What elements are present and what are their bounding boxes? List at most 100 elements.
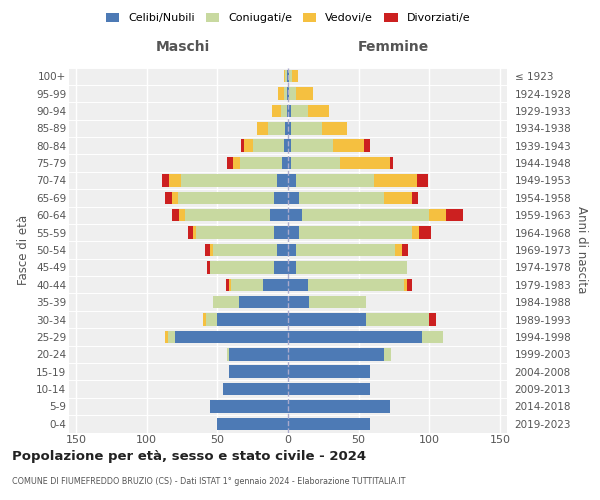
Bar — [296, 88, 313, 100]
Bar — [288, 261, 296, 274]
Text: COMUNE DI FIUMEFREDDO BRUZIO (CS) - Dati ISTAT 1° gennaio 2024 - Elaborazione TU: COMUNE DI FIUMEFREDDO BRUZIO (CS) - Dati… — [12, 478, 406, 486]
Bar — [185, 209, 269, 222]
Bar — [308, 278, 404, 291]
Bar — [281, 104, 287, 117]
Bar — [292, 70, 298, 82]
Bar — [404, 278, 407, 291]
Bar — [165, 192, 172, 204]
Bar — [240, 157, 283, 170]
Bar — [203, 314, 206, 326]
Bar — [210, 261, 274, 274]
Bar — [285, 122, 288, 134]
Bar — [227, 157, 233, 170]
Bar — [288, 226, 299, 239]
Bar — [217, 418, 288, 430]
Bar — [364, 140, 370, 152]
Bar — [299, 226, 412, 239]
Bar — [274, 226, 288, 239]
Bar — [283, 157, 288, 170]
Bar — [412, 192, 418, 204]
Bar — [309, 296, 366, 308]
Bar — [241, 140, 244, 152]
Bar — [172, 209, 179, 222]
Bar — [407, 278, 412, 291]
Y-axis label: Anni di nascita: Anni di nascita — [575, 206, 588, 294]
Bar — [366, 314, 429, 326]
Bar — [322, 122, 347, 134]
Text: Popolazione per età, sesso e stato civile - 2024: Popolazione per età, sesso e stato civil… — [12, 450, 366, 463]
Bar — [288, 192, 299, 204]
Bar — [223, 383, 288, 396]
Bar — [165, 330, 168, 343]
Bar — [213, 244, 277, 256]
Bar — [229, 278, 232, 291]
Bar — [284, 70, 285, 82]
Bar — [278, 88, 284, 100]
Bar — [162, 174, 169, 186]
Bar — [288, 209, 302, 222]
Bar — [288, 366, 370, 378]
Bar — [299, 192, 384, 204]
Y-axis label: Fasce di età: Fasce di età — [17, 215, 31, 285]
Bar — [296, 244, 395, 256]
Bar — [288, 70, 289, 82]
Bar — [179, 209, 185, 222]
Bar — [175, 330, 288, 343]
Bar — [288, 122, 291, 134]
Bar — [288, 278, 308, 291]
Bar — [205, 244, 210, 256]
Bar — [210, 400, 288, 412]
Bar — [302, 209, 429, 222]
Bar — [168, 330, 175, 343]
Bar — [274, 261, 288, 274]
Bar — [213, 296, 239, 308]
Bar — [232, 278, 263, 291]
Bar — [263, 278, 288, 291]
Bar — [296, 261, 407, 274]
Bar — [288, 418, 370, 430]
Bar — [287, 104, 288, 117]
Bar — [288, 383, 370, 396]
Bar — [288, 174, 296, 186]
Bar — [422, 330, 443, 343]
Bar — [288, 88, 289, 100]
Bar — [196, 226, 274, 239]
Bar — [296, 174, 374, 186]
Bar — [272, 104, 281, 117]
Bar — [403, 244, 408, 256]
Bar — [384, 348, 391, 360]
Bar — [412, 226, 419, 239]
Bar — [217, 314, 288, 326]
Bar — [227, 348, 229, 360]
Bar — [284, 140, 288, 152]
Bar — [257, 122, 268, 134]
Bar — [390, 157, 392, 170]
Bar — [374, 174, 416, 186]
Bar — [288, 296, 309, 308]
Bar — [178, 192, 274, 204]
Bar — [288, 348, 384, 360]
Bar — [288, 157, 291, 170]
Bar — [253, 140, 284, 152]
Text: Femmine: Femmine — [358, 40, 429, 54]
Bar — [446, 209, 463, 222]
Bar — [210, 244, 213, 256]
Bar — [291, 104, 308, 117]
Bar — [284, 88, 287, 100]
Bar — [289, 88, 296, 100]
Legend: Celibi/Nubili, Coniugati/e, Vedovi/e, Divorziati/e: Celibi/Nubili, Coniugati/e, Vedovi/e, Di… — [104, 10, 472, 26]
Bar — [384, 192, 412, 204]
Bar — [395, 244, 403, 256]
Bar — [289, 70, 292, 82]
Bar — [172, 192, 178, 204]
Bar — [287, 88, 288, 100]
Bar — [288, 140, 291, 152]
Bar — [269, 209, 288, 222]
Bar — [291, 140, 333, 152]
Bar — [208, 261, 210, 274]
Bar — [291, 122, 322, 134]
Bar — [288, 400, 390, 412]
Bar — [287, 70, 288, 82]
Bar — [288, 330, 422, 343]
Bar — [181, 174, 277, 186]
